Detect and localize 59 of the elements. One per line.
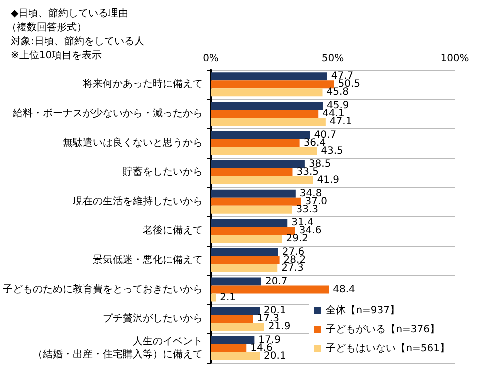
bar — [211, 118, 326, 126]
text: ◆日頃、節約している理由 — [11, 8, 129, 20]
data-label: 33.3 — [296, 204, 319, 216]
text: ※上位10項目を表示 — [11, 50, 102, 62]
text: （複数回答形式） — [7, 22, 87, 34]
data-label: 43.5 — [321, 146, 344, 157]
legend-label: 全体【n=937】 — [326, 304, 400, 316]
bar — [211, 219, 288, 228]
bar — [211, 307, 260, 316]
bar — [211, 286, 330, 294]
y-tick-label: 貯蓄をしたいから — [123, 166, 203, 178]
x-tick-label: 100% — [440, 54, 470, 64]
y-tick-label: プチ贅沢がしたいから — [103, 312, 203, 325]
y-tick-label: 景気低迷・悪化に備えて — [93, 254, 203, 266]
y-tick-label: 子どものために教育費をとっておきたいから — [3, 283, 203, 296]
bar — [211, 72, 328, 81]
y-tick-label: 現在の生活を維持したいから — [73, 195, 203, 208]
bar — [211, 323, 264, 332]
y-tick-label: 人生のイベント（結婚・出産・住宅購入等）に備えて — [33, 335, 203, 360]
y-tick-label: 老後に備えて — [143, 224, 203, 237]
bar — [211, 131, 310, 140]
data-label: 41.9 — [317, 175, 340, 186]
bar — [211, 139, 300, 148]
bar — [211, 190, 296, 198]
x-tick-label: 50% — [322, 54, 344, 64]
bar — [211, 344, 247, 352]
y-tick-label: 将来何かあった時に備えて — [82, 78, 203, 90]
text: 対象:日頃、節約をしている人 — [11, 36, 144, 48]
data-label: 20.1 — [264, 350, 286, 362]
bar — [211, 336, 255, 344]
bar — [211, 227, 296, 236]
bar — [211, 278, 262, 286]
bar — [211, 206, 292, 214]
bar — [211, 198, 302, 206]
bar — [211, 102, 323, 110]
bar — [211, 248, 278, 256]
bar — [211, 315, 254, 324]
data-label: 47.1 — [330, 116, 352, 128]
bar — [211, 294, 216, 302]
bar — [211, 352, 260, 360]
bar — [211, 80, 334, 89]
bar — [211, 168, 293, 177]
bar — [211, 147, 318, 156]
bar — [211, 264, 278, 272]
bar — [211, 110, 319, 118]
data-label: 48.4 — [333, 284, 356, 296]
x-tick-label: 0% — [203, 54, 219, 64]
bar — [211, 160, 305, 169]
y-tick-label: 無駄遣いは良くないと思うから — [63, 136, 203, 149]
data-label: 27.3 — [282, 262, 304, 274]
y-tick-label: 給料・ボーナスが少ないから・減ったから — [12, 107, 203, 120]
bar — [211, 256, 280, 264]
legend-label: 子どもはいない【n=561】 — [326, 342, 450, 354]
legend-label: 子どもがいる【n=376】 — [326, 324, 440, 336]
bar — [211, 88, 323, 97]
bar — [211, 235, 282, 244]
bar — [211, 176, 314, 185]
data-label: 20.7 — [266, 276, 288, 288]
data-label: 2.1 — [220, 292, 236, 304]
